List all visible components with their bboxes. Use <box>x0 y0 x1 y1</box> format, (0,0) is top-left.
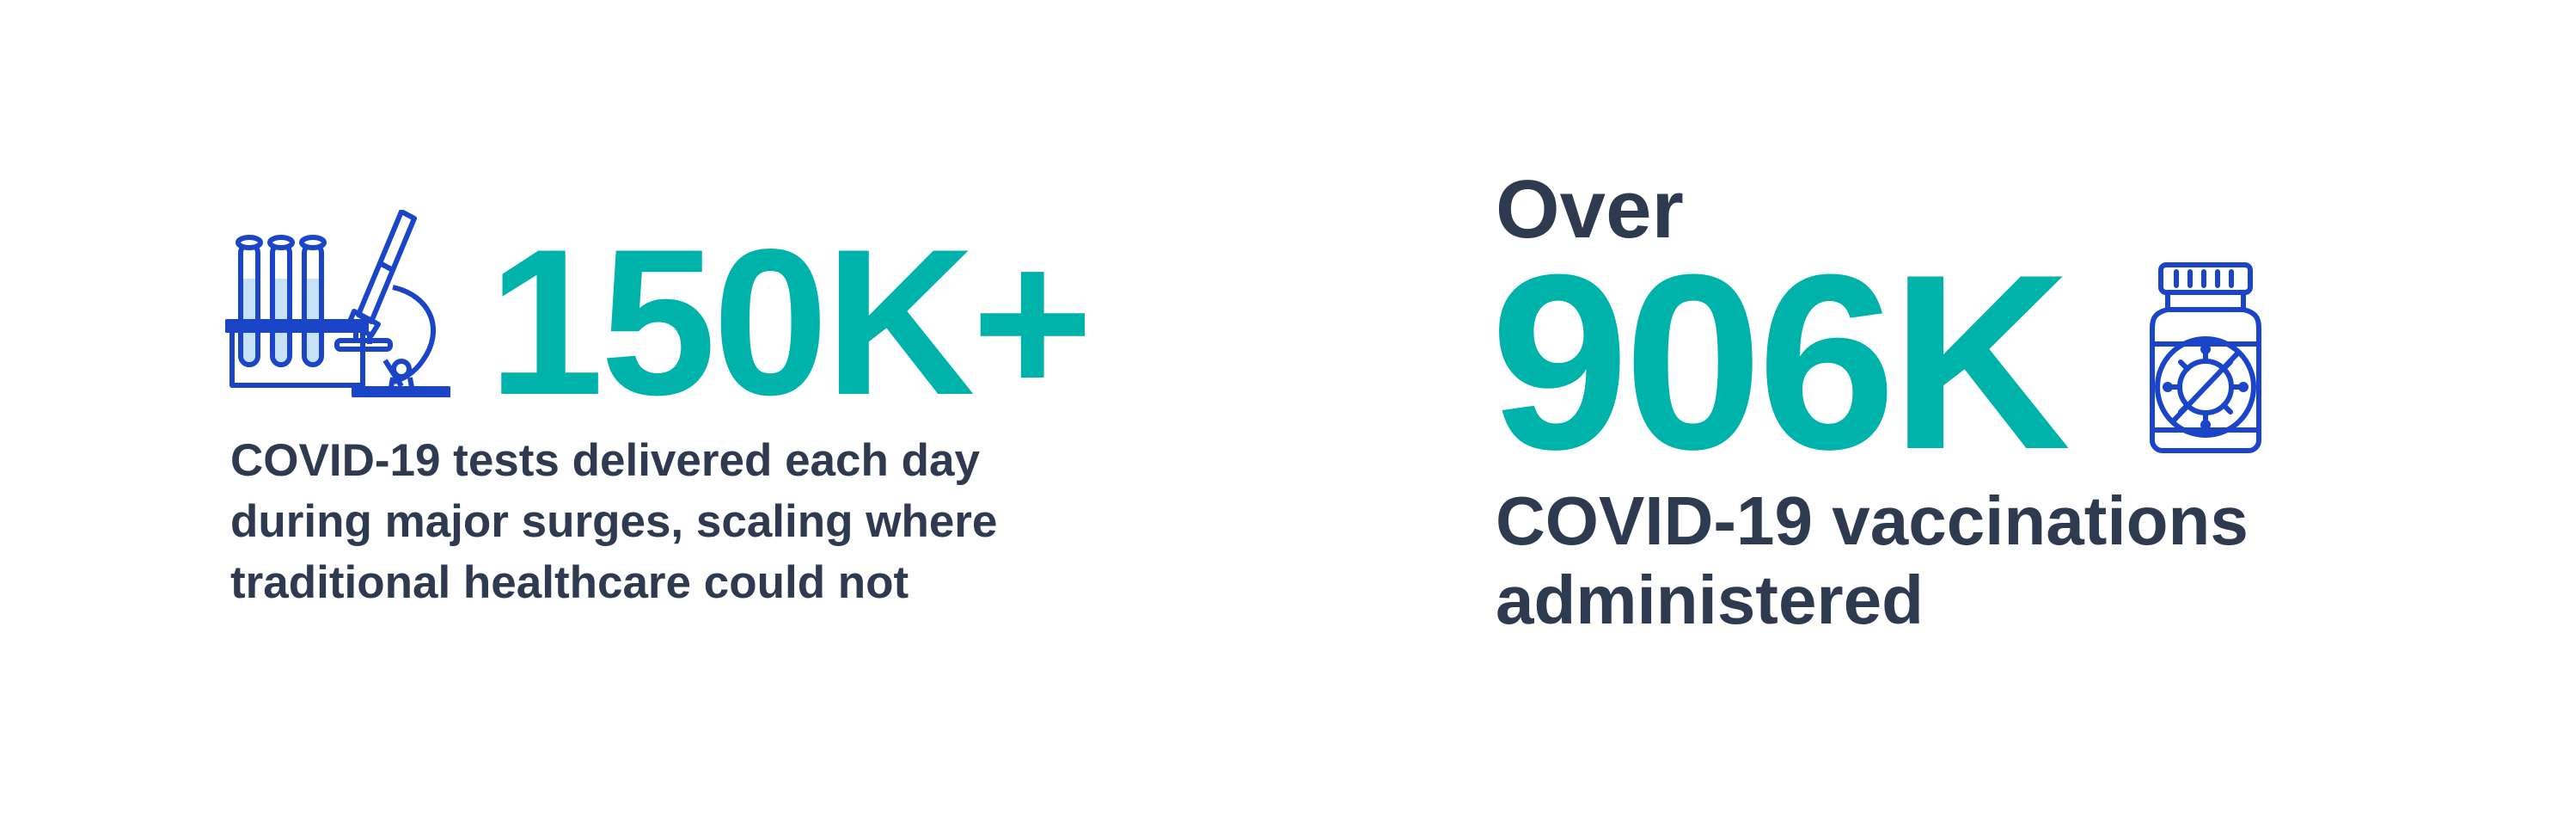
description-line: traditional healthcare could not <box>230 557 909 608</box>
vaccinations-stat-value: 906K <box>1490 223 2071 501</box>
vaccinations-stat-prefix: Over <box>1496 163 1684 255</box>
description-line: during major surges, scaling where <box>230 496 998 547</box>
description-line: administered <box>1496 562 1924 638</box>
tests-stat-value: 150K+ <box>488 206 1093 439</box>
microscope-test-tubes-icon <box>225 210 450 397</box>
vaccine-vial-virus-icon <box>2150 262 2261 453</box>
tests-stat-description: COVID-19 tests delivered each day during… <box>230 430 997 613</box>
description-line: COVID-19 tests delivered each day <box>230 435 980 486</box>
vaccinations-stat-description: COVID-19 vaccinations administered <box>1496 482 2249 640</box>
description-line: COVID-19 vaccinations <box>1496 482 2249 559</box>
